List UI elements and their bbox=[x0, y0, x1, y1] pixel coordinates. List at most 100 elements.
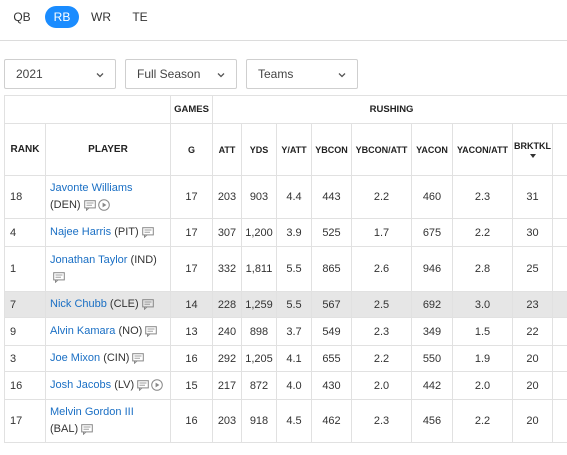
cell-brktkl: 20 bbox=[512, 371, 553, 400]
chevron-down-icon bbox=[337, 70, 347, 80]
cell-brktkl: 30 bbox=[512, 218, 553, 247]
cell-y-att: 4.0 bbox=[276, 371, 312, 400]
player-team: (PIT) bbox=[114, 226, 139, 238]
group-header-rushing: RUSHING bbox=[211, 95, 567, 124]
cell-rank: 4 bbox=[4, 218, 46, 247]
column-header-row: RANK PLAYER G ATT YDS Y/ATT YBCON YBCON/… bbox=[4, 123, 567, 176]
cell-next bbox=[551, 218, 567, 247]
player-name-link[interactable]: Josh Jacobs bbox=[50, 379, 112, 391]
cell-y-att: 4.5 bbox=[276, 399, 312, 443]
cell-ybcon: 865 bbox=[311, 246, 352, 292]
cell-y-att: 3.9 bbox=[276, 218, 312, 247]
table-row[interactable]: 4 Najee Harris (PIT) 17 307 1,200 3.9 525 1.7 67… bbox=[4, 218, 567, 247]
group-header-empty bbox=[4, 95, 171, 124]
cell-next bbox=[551, 246, 567, 292]
col-header-brktkl[interactable]: BRKTKL bbox=[512, 123, 553, 176]
period-select[interactable]: Full Season bbox=[125, 59, 237, 89]
table-body: 18 Javonte Williams (DEN) 17 203 903 4.4 443 2.2… bbox=[4, 175, 567, 443]
table-row[interactable]: 1 Jonathan Taylor (IND) 17 332 1,811 5.5 865 2.… bbox=[4, 246, 567, 292]
cell-rank: 16 bbox=[4, 371, 46, 400]
tab-rb[interactable]: RB bbox=[45, 6, 79, 28]
table-row[interactable]: 16 Josh Jacobs (LV) 15 217 872 4.0 430 2.0 442 2.… bbox=[4, 371, 567, 400]
cell-next bbox=[551, 291, 567, 318]
cell-ybcon-att: 2.6 bbox=[351, 246, 412, 292]
player-team: (IND) bbox=[130, 254, 157, 266]
cell-player: Melvin Gordon III (BAL) bbox=[45, 399, 171, 443]
cell-ybcon: 525 bbox=[311, 218, 352, 247]
col-header-ybcon-att[interactable]: YBCON/ATT bbox=[351, 123, 412, 176]
tab-qb[interactable]: QB bbox=[13, 10, 31, 24]
cell-yds: 1,811 bbox=[241, 246, 277, 292]
cell-yds: 1,200 bbox=[241, 218, 277, 247]
comment-icon[interactable] bbox=[53, 272, 65, 283]
comment-icon[interactable] bbox=[137, 380, 149, 391]
cell-att: 332 bbox=[212, 246, 242, 292]
cell-att: 240 bbox=[212, 317, 242, 346]
cell-g: 16 bbox=[170, 399, 213, 443]
filter-bar: 2021 Full Season Teams bbox=[0, 59, 567, 89]
comment-icon[interactable] bbox=[141, 227, 154, 238]
table-row[interactable]: 17 Melvin Gordon III (BAL) 16 203 918 4.5 462 2.… bbox=[4, 399, 567, 443]
player-name-link[interactable]: Joe Mixon bbox=[50, 352, 101, 364]
player-name-link[interactable]: Najee Harris bbox=[50, 226, 112, 238]
stats-table-container[interactable]: GAMES RUSHING RANK PLAYER G ATT YDS Y/AT… bbox=[4, 95, 567, 455]
cell-player: Javonte Williams (DEN) bbox=[45, 175, 171, 219]
cell-ybcon: 567 bbox=[311, 291, 352, 318]
comment-icon[interactable] bbox=[132, 353, 145, 364]
cell-ybcon-att: 2.3 bbox=[351, 399, 412, 443]
rushing-stats-table: GAMES RUSHING RANK PLAYER G ATT YDS Y/AT… bbox=[4, 95, 567, 443]
tab-wr[interactable]: WR bbox=[91, 10, 111, 24]
col-header-brktkl-label: BRKTKL bbox=[514, 141, 551, 151]
cell-ybcon: 430 bbox=[311, 371, 352, 400]
table-row[interactable]: 3 Joe Mixon (CIN) 16 292 1,205 4.1 655 2.2 550 1.… bbox=[4, 345, 567, 372]
col-header-yds[interactable]: YDS bbox=[241, 123, 277, 176]
cell-att: 203 bbox=[212, 399, 242, 443]
player-name-link[interactable]: Jonathan Taylor bbox=[50, 254, 128, 266]
cell-yacon-att: 2.2 bbox=[452, 218, 513, 247]
table-row[interactable]: 9 Alvin Kamara (NO) 13 240 898 3.7 549 2.3 349 1.… bbox=[4, 317, 567, 346]
cell-ybcon: 443 bbox=[311, 175, 352, 219]
col-header-player[interactable]: PLAYER bbox=[45, 123, 171, 176]
play-circle-icon[interactable] bbox=[97, 199, 110, 211]
cell-ybcon: 655 bbox=[311, 345, 352, 372]
comment-icon[interactable] bbox=[83, 200, 96, 211]
comment-icon[interactable] bbox=[81, 424, 93, 435]
cell-ybcon-att: 2.0 bbox=[351, 371, 412, 400]
comment-icon[interactable] bbox=[141, 299, 154, 310]
cell-g: 13 bbox=[170, 317, 213, 346]
play-circle-icon[interactable] bbox=[151, 379, 163, 391]
table-row[interactable]: 7 Nick Chubb (CLE) 14 228 1,259 5.5 567 2.5 692 3… bbox=[4, 291, 567, 318]
cell-att: 217 bbox=[212, 371, 242, 400]
cell-next bbox=[551, 399, 567, 443]
player-team: (CIN) bbox=[103, 352, 130, 364]
player-name-link[interactable]: Nick Chubb bbox=[50, 298, 107, 310]
comment-icon[interactable] bbox=[145, 326, 158, 337]
cell-y-att: 5.5 bbox=[276, 246, 312, 292]
cell-yds: 898 bbox=[241, 317, 277, 346]
cell-yacon: 550 bbox=[411, 345, 453, 372]
view-select[interactable]: Teams bbox=[246, 59, 358, 89]
col-header-ybcon[interactable]: YBCON bbox=[311, 123, 352, 176]
view-value: Teams bbox=[258, 67, 294, 81]
cell-ybcon-att: 2.2 bbox=[351, 345, 412, 372]
col-header-rank[interactable]: RANK bbox=[4, 123, 46, 176]
player-name-link[interactable]: Javonte Williams bbox=[50, 182, 133, 194]
cell-att: 292 bbox=[212, 345, 242, 372]
cell-yds: 903 bbox=[241, 175, 277, 219]
col-header-next bbox=[551, 123, 567, 176]
table-row[interactable]: 18 Javonte Williams (DEN) 17 203 903 4.4 443 2.2… bbox=[4, 175, 567, 219]
col-header-yacon[interactable]: YACON bbox=[411, 123, 453, 176]
cell-g: 17 bbox=[170, 218, 213, 247]
player-name-link[interactable]: Alvin Kamara bbox=[50, 325, 116, 337]
cell-ybcon: 549 bbox=[311, 317, 352, 346]
col-header-y-att[interactable]: Y/ATT bbox=[276, 123, 312, 176]
col-header-g[interactable]: G bbox=[170, 123, 213, 176]
cell-yds: 1,205 bbox=[241, 345, 277, 372]
cell-next bbox=[551, 345, 567, 372]
cell-yds: 918 bbox=[241, 399, 277, 443]
season-select[interactable]: 2021 bbox=[4, 59, 116, 89]
col-header-att[interactable]: ATT bbox=[212, 123, 242, 176]
col-header-yacon-att[interactable]: YACON/ATT bbox=[452, 123, 513, 176]
player-name-link[interactable]: Melvin Gordon III bbox=[50, 406, 134, 418]
tab-te[interactable]: TE bbox=[132, 10, 148, 24]
